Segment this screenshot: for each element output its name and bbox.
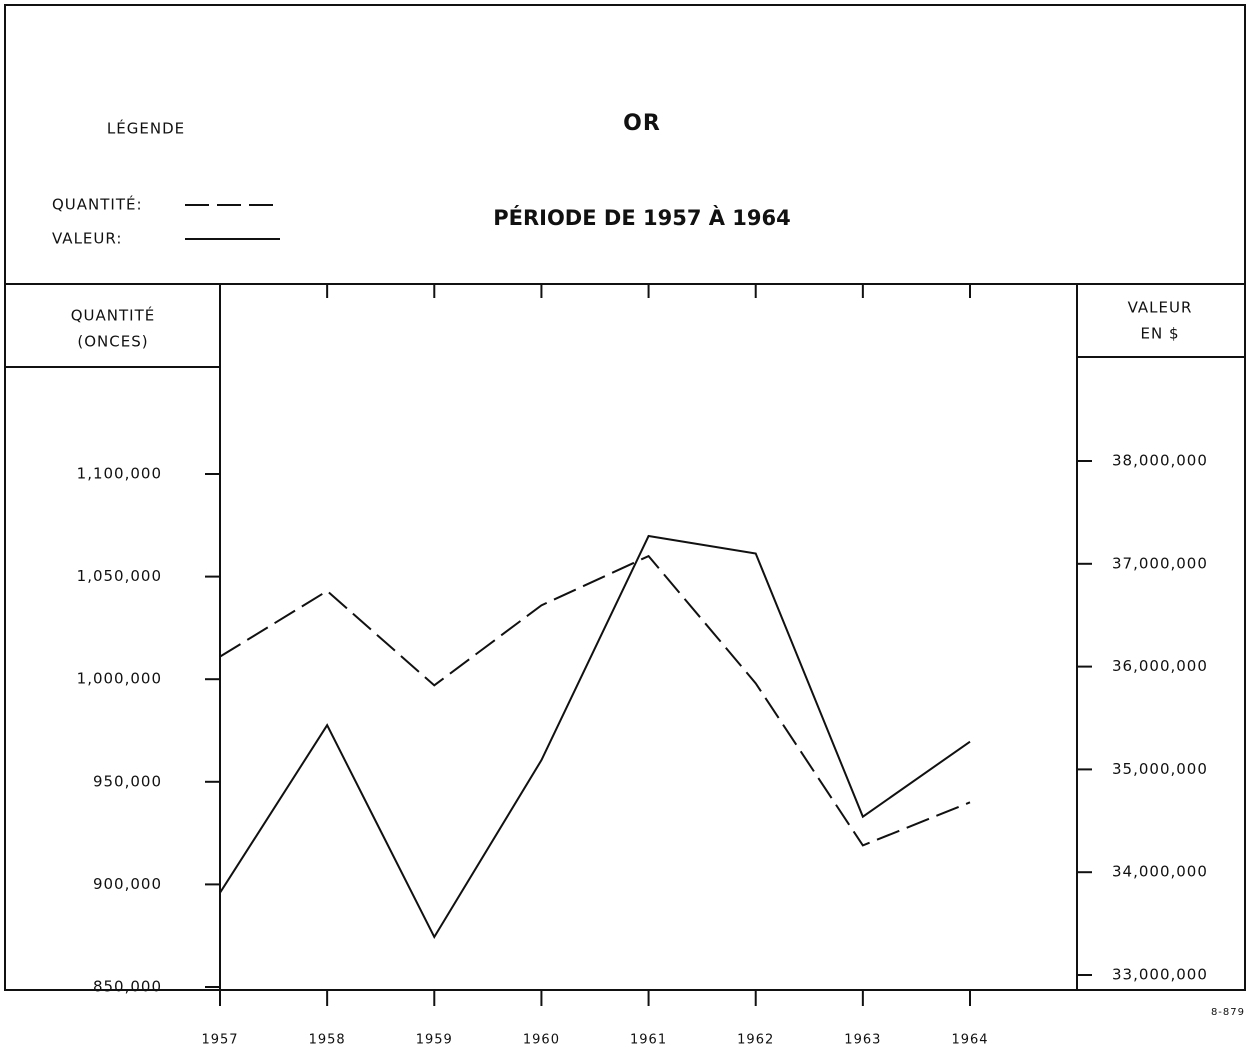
x-tick-label: 1960 [523, 1033, 560, 1048]
y-tick-label: 900,000 [93, 875, 162, 893]
y-tick-label: 950,000 [93, 772, 162, 790]
y2-axis-label: EN $ [1140, 325, 1179, 343]
outer-frame [4, 4, 1246, 991]
y-tick-label: 1,000,000 [77, 670, 162, 688]
y2-tick-label: 37,000,000 [1112, 554, 1208, 572]
y-tick-label: 1,100,000 [77, 465, 162, 483]
y-axis-label: QUANTITÉ [71, 306, 156, 325]
x-tick-label: 1964 [951, 1033, 988, 1048]
y-axis-label: (ONCES) [77, 333, 148, 351]
legend-label: VALEUR: [52, 230, 122, 248]
y2-tick-label: 36,000,000 [1112, 657, 1208, 675]
chart-subtitle: PÉRIODE DE 1957 À 1964 [493, 205, 791, 230]
y2-tick-label: 34,000,000 [1112, 863, 1208, 881]
legend-title: LÉGENDE [107, 119, 185, 138]
x-tick-label: 1958 [309, 1033, 346, 1048]
x-tick-label: 1963 [844, 1033, 881, 1048]
y2-tick-label: 35,000,000 [1112, 760, 1208, 778]
x-tick-label: 1957 [201, 1033, 238, 1048]
y2-tick-label: 33,000,000 [1112, 966, 1208, 984]
y2-tick-label: 38,000,000 [1112, 452, 1208, 470]
y-tick-label: 1,050,000 [77, 567, 162, 585]
x-tick-label: 1959 [416, 1033, 453, 1048]
x-tick-label: 1962 [737, 1033, 774, 1048]
series-line [219, 554, 971, 847]
y2-axis-label: VALEUR [1128, 299, 1193, 317]
y-tick-label: 850,000 [93, 978, 162, 996]
legend-label: QUANTITÉ: [52, 195, 143, 214]
chart-title: OR [623, 111, 661, 136]
x-tick-label: 1961 [630, 1033, 667, 1048]
note: 8-879 [1211, 1007, 1245, 1018]
series-line [219, 534, 971, 940]
